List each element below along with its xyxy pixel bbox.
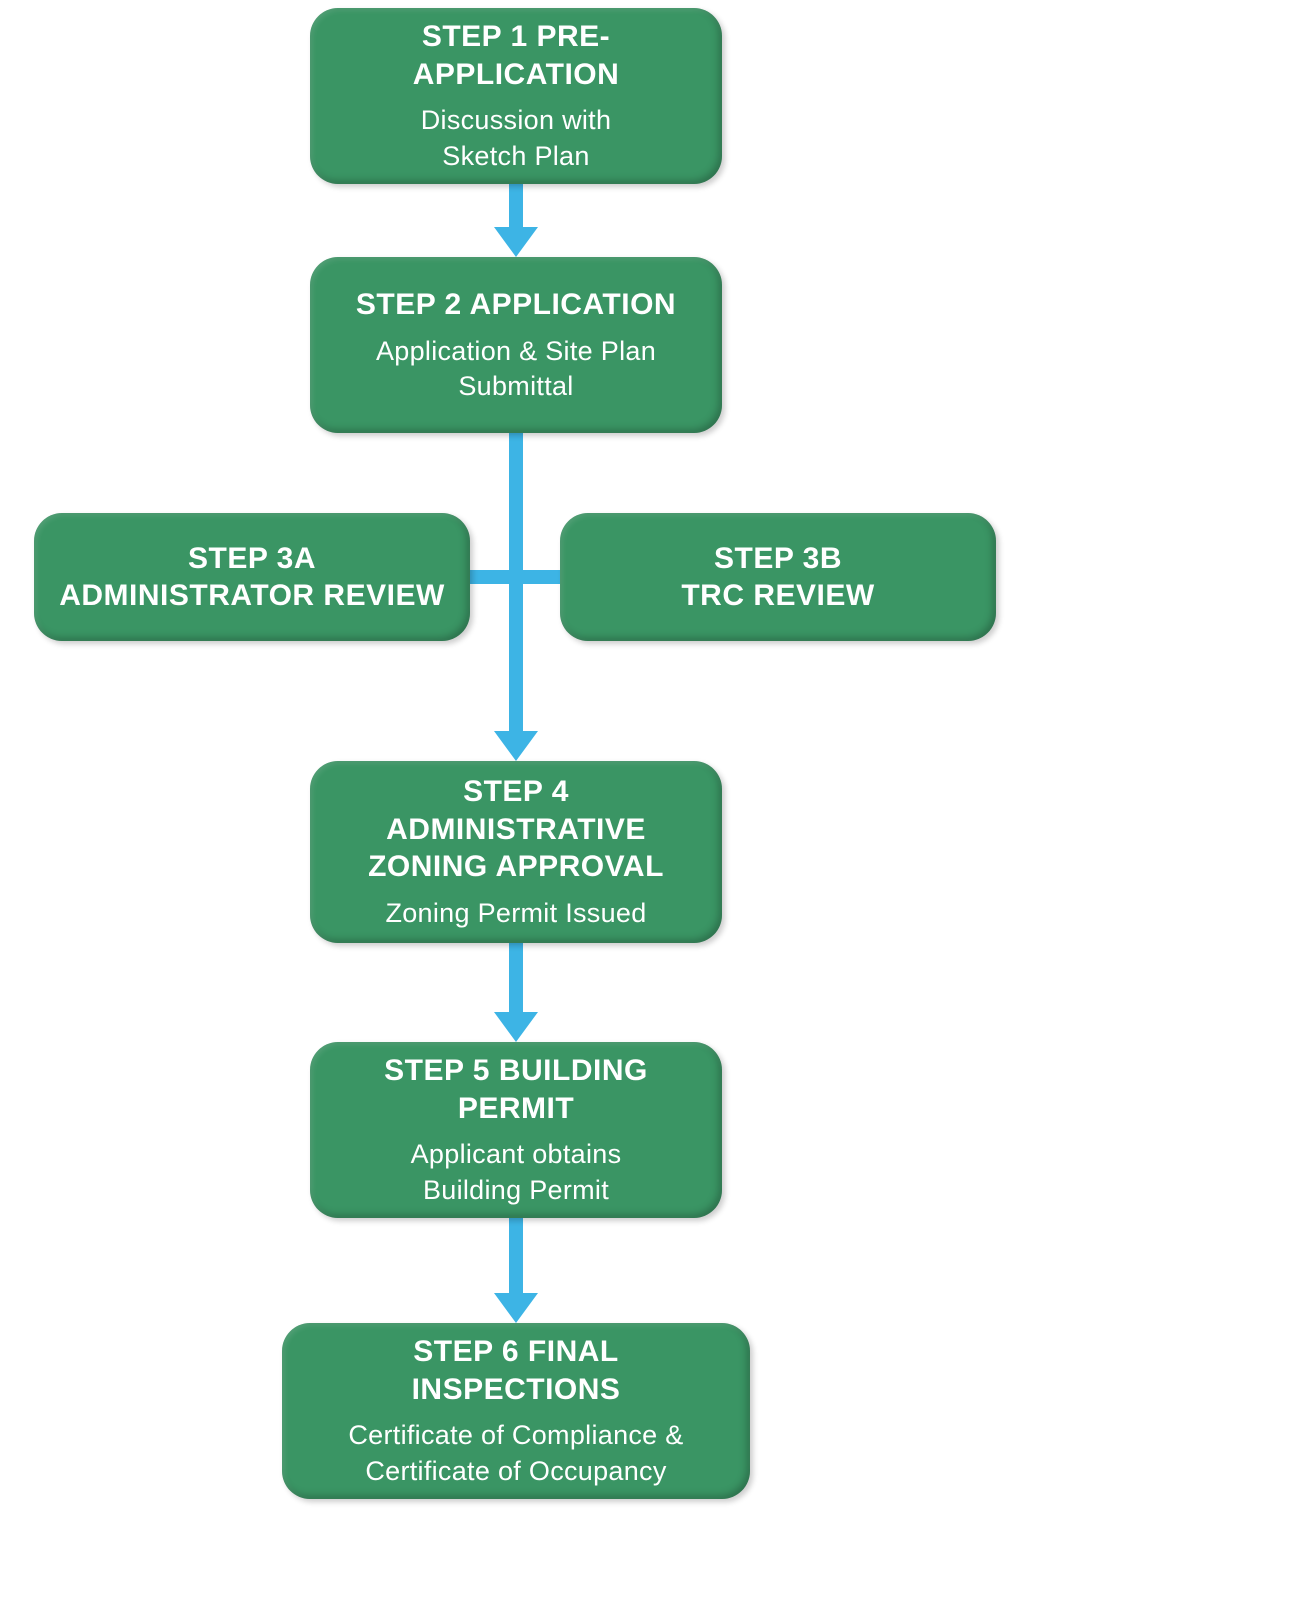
connector-1-2	[509, 184, 523, 227]
node-step2-subtitle: Application & Site PlanSubmittal	[376, 334, 656, 404]
node-step1-subtitle: Discussion withSketch Plan	[421, 103, 612, 173]
node-step5: STEP 5 BUILDING PERMIT Applicant obtains…	[310, 1042, 722, 1218]
node-step4-subtitle: Zoning Permit Issued	[385, 896, 646, 931]
node-step5-subtitle: Applicant obtainsBuilding Permit	[411, 1137, 622, 1207]
node-step6-subtitle: Certificate of Compliance &Certificate o…	[348, 1418, 683, 1488]
connector-branch-3a	[470, 570, 516, 584]
flowchart-container: STEP 1 PRE-APPLICATION Discussion withSk…	[0, 0, 1289, 1613]
node-step3a-title: STEP 3AADMINISTRATOR REVIEW	[59, 540, 445, 615]
arrow-4-5	[494, 1012, 538, 1042]
node-step4: STEP 4 ADMINISTRATIVEZONING APPROVAL Zon…	[310, 761, 722, 943]
node-step6-title: STEP 6 FINAL INSPECTIONS	[306, 1333, 726, 1408]
connector-5-6	[509, 1218, 523, 1293]
node-step3a: STEP 3AADMINISTRATOR REVIEW	[34, 513, 470, 641]
arrow-branch-4	[494, 731, 538, 761]
node-step6: STEP 6 FINAL INSPECTIONS Certificate of …	[282, 1323, 750, 1499]
node-step4-title: STEP 4 ADMINISTRATIVEZONING APPROVAL	[334, 773, 698, 886]
node-step5-title: STEP 5 BUILDING PERMIT	[334, 1052, 698, 1127]
node-step1-title: STEP 1 PRE-APPLICATION	[334, 18, 698, 93]
arrow-1-2	[494, 227, 538, 257]
node-step3b-title: STEP 3BTRC REVIEW	[681, 540, 874, 615]
node-step2: STEP 2 APPLICATION Application & Site Pl…	[310, 257, 722, 433]
node-step1: STEP 1 PRE-APPLICATION Discussion withSk…	[310, 8, 722, 184]
connector-branch-3b	[516, 570, 560, 584]
arrow-5-6	[494, 1293, 538, 1323]
node-step3b: STEP 3BTRC REVIEW	[560, 513, 996, 641]
connector-4-5	[509, 943, 523, 1012]
node-step2-title: STEP 2 APPLICATION	[356, 286, 676, 324]
